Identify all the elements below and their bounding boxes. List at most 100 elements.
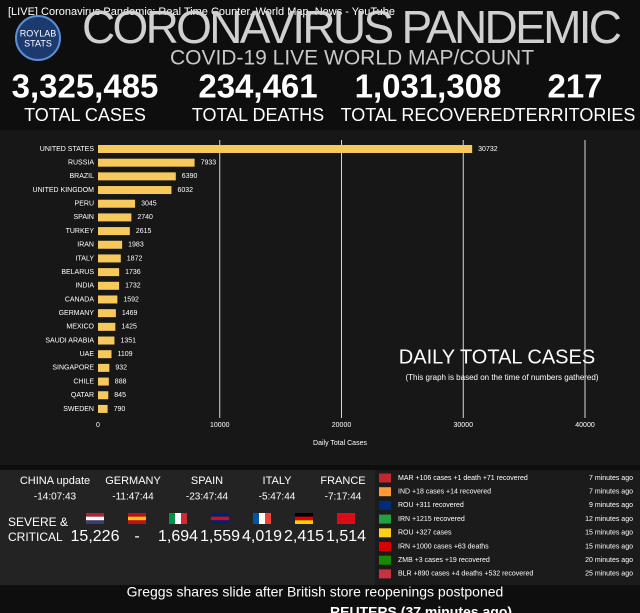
bottom-panel [0,470,375,585]
category-label: MEXICO [66,324,94,331]
x-tick-label: 30000 [454,422,474,429]
stat-value: 234,461 [198,68,317,105]
header-subtitle: COVID-19 LIVE WORLD MAP/COUNT [170,47,534,70]
value-label: 1592 [123,296,139,303]
flag [169,513,175,524]
severe-value: 1,514 [326,528,366,545]
category-label: ITALY [76,255,95,262]
feed-flag [379,555,391,565]
timezone-name: GERMANY [105,475,161,487]
bar [98,336,115,345]
bar [98,186,172,195]
logo-text: STATS [24,38,52,48]
category-label: TURKEY [66,228,95,235]
category-label: BELARUS [61,269,94,276]
value-label: 790 [114,406,126,413]
value-label: 1469 [122,310,138,317]
timezone-name: SPAIN [191,475,223,487]
bar [98,227,130,236]
value-label: 30732 [478,146,498,153]
feed-time: 7 minutes ago [589,475,633,482]
category-label: RUSSIA [68,160,94,167]
feed-text: MAR +106 cases +1 death +71 recovered [398,475,528,482]
feed-panel [375,470,640,585]
value-label: 845 [114,392,126,399]
flag [253,513,259,524]
chart-subtitle: (This graph is based on the time of numb… [406,373,599,382]
feed-text: IRN +1215 recovered [398,516,465,523]
severe-value: 1,694 [158,528,198,545]
logo-text: ROYLAB [20,28,57,38]
timezone-time: -7:17:44 [325,492,362,503]
feed-time: 12 minutes ago [585,516,633,523]
flag [295,513,313,517]
category-label: SPAIN [74,214,95,221]
bar [98,145,473,153]
bar [98,281,120,290]
flag [211,520,229,524]
flag [295,520,313,524]
value-label: 7933 [201,160,217,167]
bar [98,268,120,277]
category-label: PERU [75,201,94,208]
category-label: QATAR [71,392,94,399]
feed-time: 15 minutes ago [585,530,633,537]
feed-time: 15 minutes ago [585,543,633,550]
feed-flag [379,514,391,524]
x-tick-label: 20000 [332,422,352,429]
logo [15,15,61,61]
flag [86,513,104,517]
flag [128,520,146,524]
bar [98,213,132,222]
value-label: 3045 [141,201,157,208]
bar [98,309,116,318]
flag [181,513,187,524]
chart-title: DAILY TOTAL CASES [399,346,595,368]
x-tick-label: 0 [96,422,100,429]
feed-time: 9 minutes ago [589,502,633,509]
value-label: 2615 [136,228,152,235]
feed-time: 25 minutes ago [585,571,633,578]
feed-text: BLR +890 cases +4 deaths +532 recovered [398,571,533,578]
flag [211,516,229,521]
bar [98,172,176,181]
severe-value: - [134,528,139,545]
feed-text: ROU +327 cases [398,530,452,537]
feed-text: ZMB +3 cases +19 recovered [398,557,490,564]
value-label: 1109 [118,351,133,358]
category-label: UNITED STATES [40,146,95,153]
header-title: CORONAVIRUS PANDEMIC [82,1,622,53]
value-label: 6390 [182,173,198,180]
flag [337,516,355,521]
feed-flag [379,542,391,551]
flag [86,516,104,521]
stat-value: 3,325,485 [12,68,159,105]
timezone-time: -11:47:44 [112,492,154,503]
bar [98,377,109,386]
bar [98,322,116,331]
x-tick-label: 40000 [575,422,595,429]
timezone-time: -23:47:44 [186,492,229,503]
flag [337,520,355,524]
timezone-name: CHINA update [20,475,90,487]
feed-time: 20 minutes ago [585,557,633,564]
category-label: SINGAPORE [52,365,94,372]
feed-text: ROU +311 recovered [398,502,464,509]
value-label: 6032 [177,187,193,194]
category-label: SAUDI ARABIA [45,337,94,344]
flag [211,513,229,517]
stat-label: TERRITORIES [515,105,636,125]
feed-flag [379,500,391,510]
severe-value: 2,415 [284,528,324,545]
category-label: CANADA [65,296,95,303]
stat-label: TOTAL RECOVERED [341,105,516,125]
timezone-time: -5:47:44 [259,492,296,503]
category-label: SWEDEN [63,406,94,413]
x-axis-label: Daily Total Cases [313,440,367,447]
bar [98,158,195,167]
news-headline: Greggs shares slide after British store … [127,584,504,600]
category-label: BRAZIL [69,173,94,180]
bar [98,404,108,413]
flag [86,520,104,524]
stat-value: 217 [547,68,602,105]
